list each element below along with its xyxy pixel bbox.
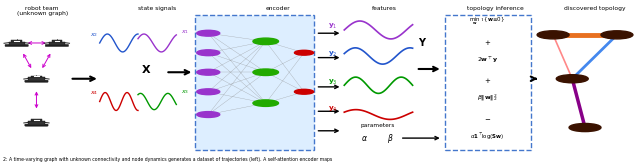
Text: $\alpha\mathbf{1}^\top\!\log(\mathbf{S}\mathbf{w})$: $\alpha\mathbf{1}^\top\!\log(\mathbf{S}\… [470,131,504,142]
FancyBboxPatch shape [8,42,25,45]
Circle shape [294,89,314,94]
FancyBboxPatch shape [49,42,65,45]
Text: $\min_{\mathbf{w}}\ \mathbb{1}\{\mathbf{w}\geq 0\}$: $\min_{\mathbf{w}}\ \mathbb{1}\{\mathbf{… [469,16,505,27]
Circle shape [556,75,588,83]
Text: $\mathbf{y}_3$: $\mathbf{y}_3$ [328,77,338,87]
Text: $+$: $+$ [484,39,491,47]
Text: $2\mathbf{w}^\top\mathbf{y}$: $2\mathbf{w}^\top\mathbf{y}$ [477,54,498,65]
Circle shape [253,69,278,75]
Circle shape [196,89,220,95]
Text: parameters: parameters [360,123,395,128]
FancyBboxPatch shape [31,76,42,77]
Circle shape [294,50,314,55]
FancyBboxPatch shape [28,77,45,81]
Text: $x_4$: $x_4$ [90,89,99,97]
Text: $\mathbf{y}_2$: $\mathbf{y}_2$ [328,50,338,59]
Text: features: features [371,6,396,10]
Text: 2: A time-varying graph with unknown connectivity and node dynamics generates a : 2: A time-varying graph with unknown con… [3,157,332,162]
Circle shape [253,38,278,45]
Text: $\alpha$: $\alpha$ [361,134,368,143]
Text: $-$: $-$ [484,115,491,121]
Text: $x_2$: $x_2$ [90,31,99,39]
Text: robot team
(unknown graph): robot team (unknown graph) [17,6,68,16]
Circle shape [196,50,220,56]
Text: $x_3$: $x_3$ [181,88,189,96]
Text: state signals: state signals [138,6,176,10]
Circle shape [196,112,220,117]
FancyBboxPatch shape [195,15,314,150]
FancyBboxPatch shape [52,40,62,42]
FancyBboxPatch shape [45,44,68,47]
Text: $+$: $+$ [484,76,491,85]
Circle shape [537,31,569,39]
FancyBboxPatch shape [31,119,42,121]
FancyBboxPatch shape [12,40,22,42]
Text: $x_1$: $x_1$ [181,28,189,36]
Text: $\mathbf{Y}$: $\mathbf{Y}$ [417,36,427,48]
Circle shape [601,31,633,39]
Text: discovered topology: discovered topology [564,6,625,10]
Text: $\beta\|\mathbf{w}\|_2^2$: $\beta\|\mathbf{w}\|_2^2$ [477,93,497,103]
Circle shape [196,69,220,75]
Text: $\mathbf{X}$: $\mathbf{X}$ [141,63,152,75]
Circle shape [569,123,601,132]
Circle shape [196,30,220,36]
Text: $\mathbf{y}_1$: $\mathbf{y}_1$ [328,22,338,31]
FancyBboxPatch shape [25,80,48,82]
Text: $\beta$: $\beta$ [387,132,394,145]
Text: topology inference: topology inference [467,6,524,10]
FancyBboxPatch shape [28,121,45,124]
FancyBboxPatch shape [5,44,28,47]
FancyBboxPatch shape [25,124,48,126]
Circle shape [253,100,278,106]
Text: $\mathbf{y}_4$: $\mathbf{y}_4$ [328,105,338,114]
Text: encoder: encoder [266,6,291,10]
